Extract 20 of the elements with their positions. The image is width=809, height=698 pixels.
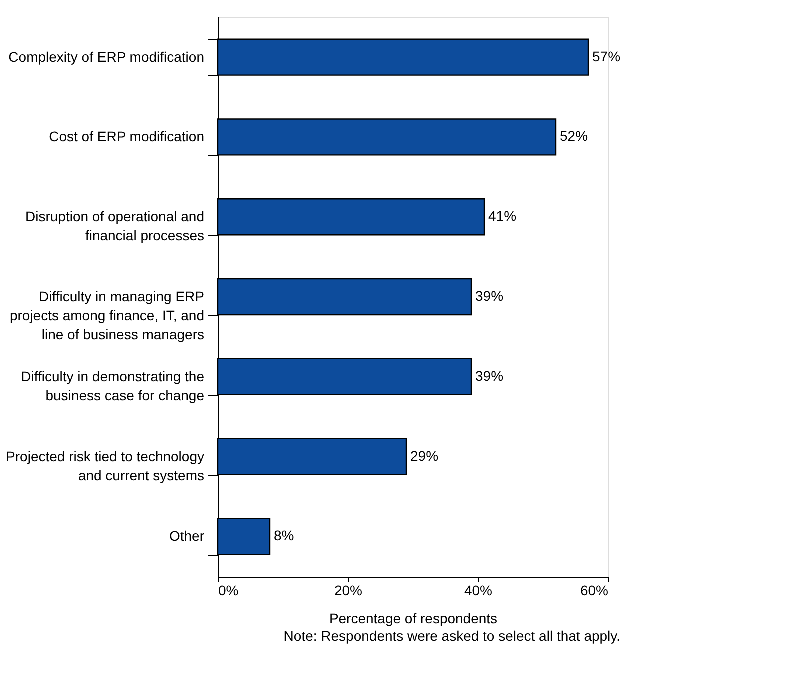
x-tick-label: 60% bbox=[580, 582, 608, 598]
data-label: 52% bbox=[560, 128, 588, 144]
text: Note: Respondents were asked to select all that apply. bbox=[284, 628, 621, 644]
x-axis-title: Percentage of respondents bbox=[329, 610, 498, 626]
y-tick-label: Projected risk tied to technology and current systems bbox=[6, 448, 204, 484]
x-tick-label: 0% bbox=[218, 582, 239, 598]
y-tick-label: Complexity of ERP modification bbox=[8, 48, 204, 65]
y-tick-label: Disruption of operational and financial processes bbox=[25, 208, 204, 244]
data-label: 8% bbox=[274, 528, 294, 544]
data-label: 39% bbox=[476, 288, 504, 304]
y-tick-label: Difficulty in demonstrating the business case for change bbox=[21, 368, 205, 404]
data-label: 29% bbox=[410, 448, 439, 464]
y-tick-label: Difficulty in managing ERP projects among finance, IT, and line of business managers bbox=[10, 288, 204, 342]
y-tick-label: Other bbox=[169, 528, 205, 544]
data-label: 57% bbox=[592, 48, 621, 64]
data-label: 41% bbox=[488, 208, 517, 224]
y-tick-label: Cost of ERP modification bbox=[49, 128, 204, 145]
x-tick-label: 40% bbox=[464, 582, 493, 598]
data-label: 39% bbox=[476, 368, 504, 384]
x-tick-label: 20% bbox=[334, 582, 363, 598]
